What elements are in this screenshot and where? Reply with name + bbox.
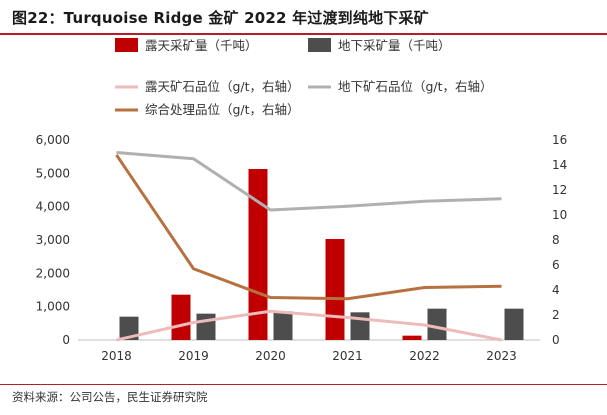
legend-label-underground-tonnage: 地下采矿量（千吨） bbox=[338, 38, 451, 53]
bar-underground-tonnage bbox=[119, 316, 139, 340]
left-axis-tick-label: 6,000 bbox=[36, 133, 70, 147]
plot-area: 0 1,000 2,000 3,000 4,000 5,000 6,000 0 2 4 6 8 10 12… bbox=[36, 133, 568, 363]
bar-underground-tonnage bbox=[273, 311, 293, 340]
bar-underground-tonnage bbox=[427, 308, 447, 340]
x-axis-tick-label: 2020 bbox=[255, 349, 286, 363]
x-axis-tick-label: 2018 bbox=[101, 349, 132, 363]
right-axis-tick-label: 4 bbox=[552, 283, 560, 297]
right-axis-tick-label: 14 bbox=[552, 158, 567, 172]
left-axis-tick-label: 2,000 bbox=[36, 266, 70, 280]
legend-label-open-pit-tonnage: 露天采矿量（千吨） bbox=[145, 38, 258, 53]
legend-swatch-open-pit-tonnage bbox=[115, 38, 138, 52]
left-axis-tick-label: 1,000 bbox=[36, 300, 70, 314]
source-note: 资料来源：公司公告，民生证券研究院 bbox=[12, 390, 208, 404]
x-axis-tick-label: 2021 bbox=[332, 349, 363, 363]
left-axis-tick-label: 4,000 bbox=[36, 200, 70, 214]
bar-underground-tonnage bbox=[504, 308, 524, 340]
legend-label-underground-grade: 地下矿石品位（g/t，右轴） bbox=[338, 79, 493, 94]
bar-underground-tonnage bbox=[196, 313, 216, 340]
title-rule bbox=[0, 33, 607, 35]
title-bar: 图22：Turquoise Ridge 金矿 2022 年过渡到纯地下采矿 bbox=[0, 0, 607, 35]
left-axis-tick-label: 3,000 bbox=[36, 233, 70, 247]
right-axis-tick-label: 8 bbox=[552, 233, 560, 247]
line-underground-grade bbox=[116, 151, 502, 212]
line-open-pit-grade bbox=[116, 309, 502, 342]
left-axis-tick-label: 0 bbox=[62, 333, 70, 347]
right-axis-tick-label: 12 bbox=[552, 183, 567, 197]
chart-title: 图22：Turquoise Ridge 金矿 2022 年过渡到纯地下采矿 bbox=[12, 9, 429, 27]
line-combined-grade bbox=[115, 154, 502, 301]
right-axis-tick-label: 16 bbox=[552, 133, 567, 147]
right-axis-tick-label: 10 bbox=[552, 208, 567, 222]
x-axis-tick-label: 2022 bbox=[409, 349, 440, 363]
bar-open-pit-tonnage bbox=[248, 169, 268, 340]
left-axis-tick-label: 5,000 bbox=[36, 166, 70, 180]
bar-open-pit-tonnage bbox=[402, 335, 422, 340]
legend: 露天采矿量（千吨） 地下采矿量（千吨） 露天矿石品位（g/t，右轴） 地下矿石品… bbox=[115, 38, 493, 117]
right-axis-tick-label: 0 bbox=[552, 333, 560, 347]
x-axis-tick-label: 2019 bbox=[178, 349, 209, 363]
legend-label-combined-grade: 综合处理品位（g/t，右轴） bbox=[145, 102, 300, 117]
bar-open-pit-tonnage bbox=[325, 239, 345, 340]
chart-canvas: 露天采矿量（千吨） 地下采矿量（千吨） 露天矿石品位（g/t，右轴） 地下矿石品… bbox=[36, 38, 568, 363]
right-axis-tick-label: 2 bbox=[552, 308, 560, 322]
bar-open-pit-tonnage bbox=[171, 294, 191, 340]
x-axis-tick-label: 2023 bbox=[486, 349, 517, 363]
legend-swatch-underground-tonnage bbox=[308, 38, 331, 52]
legend-label-open-pit-grade: 露天矿石品位（g/t，右轴） bbox=[145, 79, 300, 94]
bar-underground-tonnage bbox=[350, 312, 370, 340]
footer-rule bbox=[0, 384, 607, 385]
right-axis-tick-label: 6 bbox=[552, 258, 560, 272]
